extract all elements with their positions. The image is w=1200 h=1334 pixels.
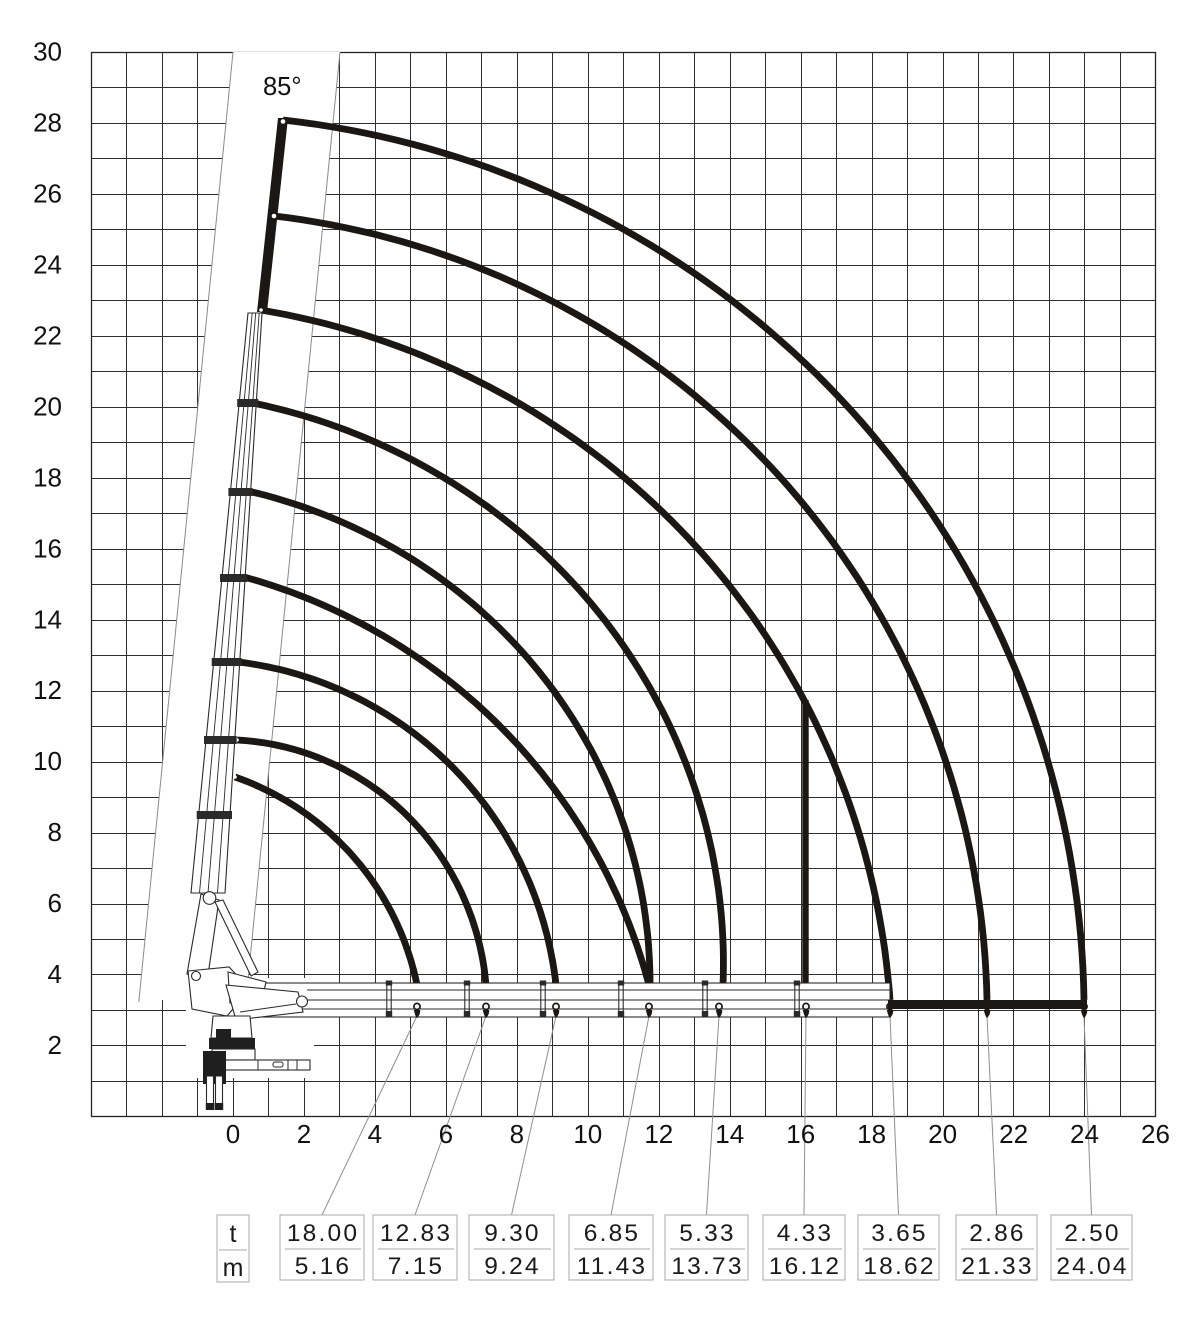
svg-text:22: 22 xyxy=(33,320,62,350)
svg-text:18.62: 18.62 xyxy=(863,1253,935,1280)
svg-text:24: 24 xyxy=(33,250,62,280)
svg-text:13.73: 13.73 xyxy=(671,1253,743,1280)
svg-text:20: 20 xyxy=(33,391,62,421)
svg-text:2.86: 2.86 xyxy=(969,1220,1025,1247)
svg-text:10: 10 xyxy=(33,746,62,776)
svg-text:18: 18 xyxy=(33,462,62,492)
svg-text:18.00: 18.00 xyxy=(287,1220,359,1247)
svg-text:9.30: 9.30 xyxy=(484,1220,540,1247)
svg-text:6: 6 xyxy=(48,888,62,918)
svg-text:21.33: 21.33 xyxy=(961,1253,1033,1280)
svg-text:22: 22 xyxy=(999,1119,1028,1149)
svg-text:26: 26 xyxy=(33,179,62,209)
svg-text:9.24: 9.24 xyxy=(484,1253,540,1280)
svg-text:8: 8 xyxy=(510,1119,524,1149)
svg-text:20: 20 xyxy=(928,1119,957,1149)
svg-text:t: t xyxy=(230,1220,237,1248)
svg-text:16: 16 xyxy=(33,533,62,563)
svg-text:4: 4 xyxy=(48,959,62,989)
svg-text:18: 18 xyxy=(857,1119,886,1149)
svg-text:3.65: 3.65 xyxy=(871,1220,927,1247)
svg-text:85°: 85° xyxy=(263,73,302,101)
svg-text:6.85: 6.85 xyxy=(584,1220,640,1247)
svg-text:6: 6 xyxy=(439,1119,453,1149)
svg-text:2: 2 xyxy=(48,1030,62,1060)
svg-text:24.04: 24.04 xyxy=(1056,1253,1128,1280)
svg-text:28: 28 xyxy=(33,108,62,138)
svg-text:24: 24 xyxy=(1070,1119,1099,1149)
svg-text:4.33: 4.33 xyxy=(777,1220,833,1247)
svg-text:m: m xyxy=(223,1254,244,1282)
svg-text:11.43: 11.43 xyxy=(577,1253,648,1280)
svg-text:14: 14 xyxy=(33,604,62,634)
svg-text:0: 0 xyxy=(226,1119,240,1149)
svg-text:26: 26 xyxy=(1141,1119,1170,1149)
svg-text:2: 2 xyxy=(297,1119,311,1149)
svg-text:16: 16 xyxy=(786,1119,815,1149)
svg-text:14: 14 xyxy=(715,1119,744,1149)
svg-text:8: 8 xyxy=(48,817,62,847)
svg-text:4: 4 xyxy=(368,1119,382,1149)
svg-text:12: 12 xyxy=(644,1119,673,1149)
svg-text:12.83: 12.83 xyxy=(380,1220,452,1247)
svg-text:2.50: 2.50 xyxy=(1064,1220,1120,1247)
svg-text:10: 10 xyxy=(573,1119,602,1149)
svg-text:16.12: 16.12 xyxy=(769,1253,841,1280)
svg-text:7.15: 7.15 xyxy=(388,1253,444,1280)
svg-text:12: 12 xyxy=(33,675,62,705)
svg-text:30: 30 xyxy=(33,37,62,67)
svg-text:5.33: 5.33 xyxy=(679,1220,735,1247)
svg-text:5.16: 5.16 xyxy=(295,1253,351,1280)
